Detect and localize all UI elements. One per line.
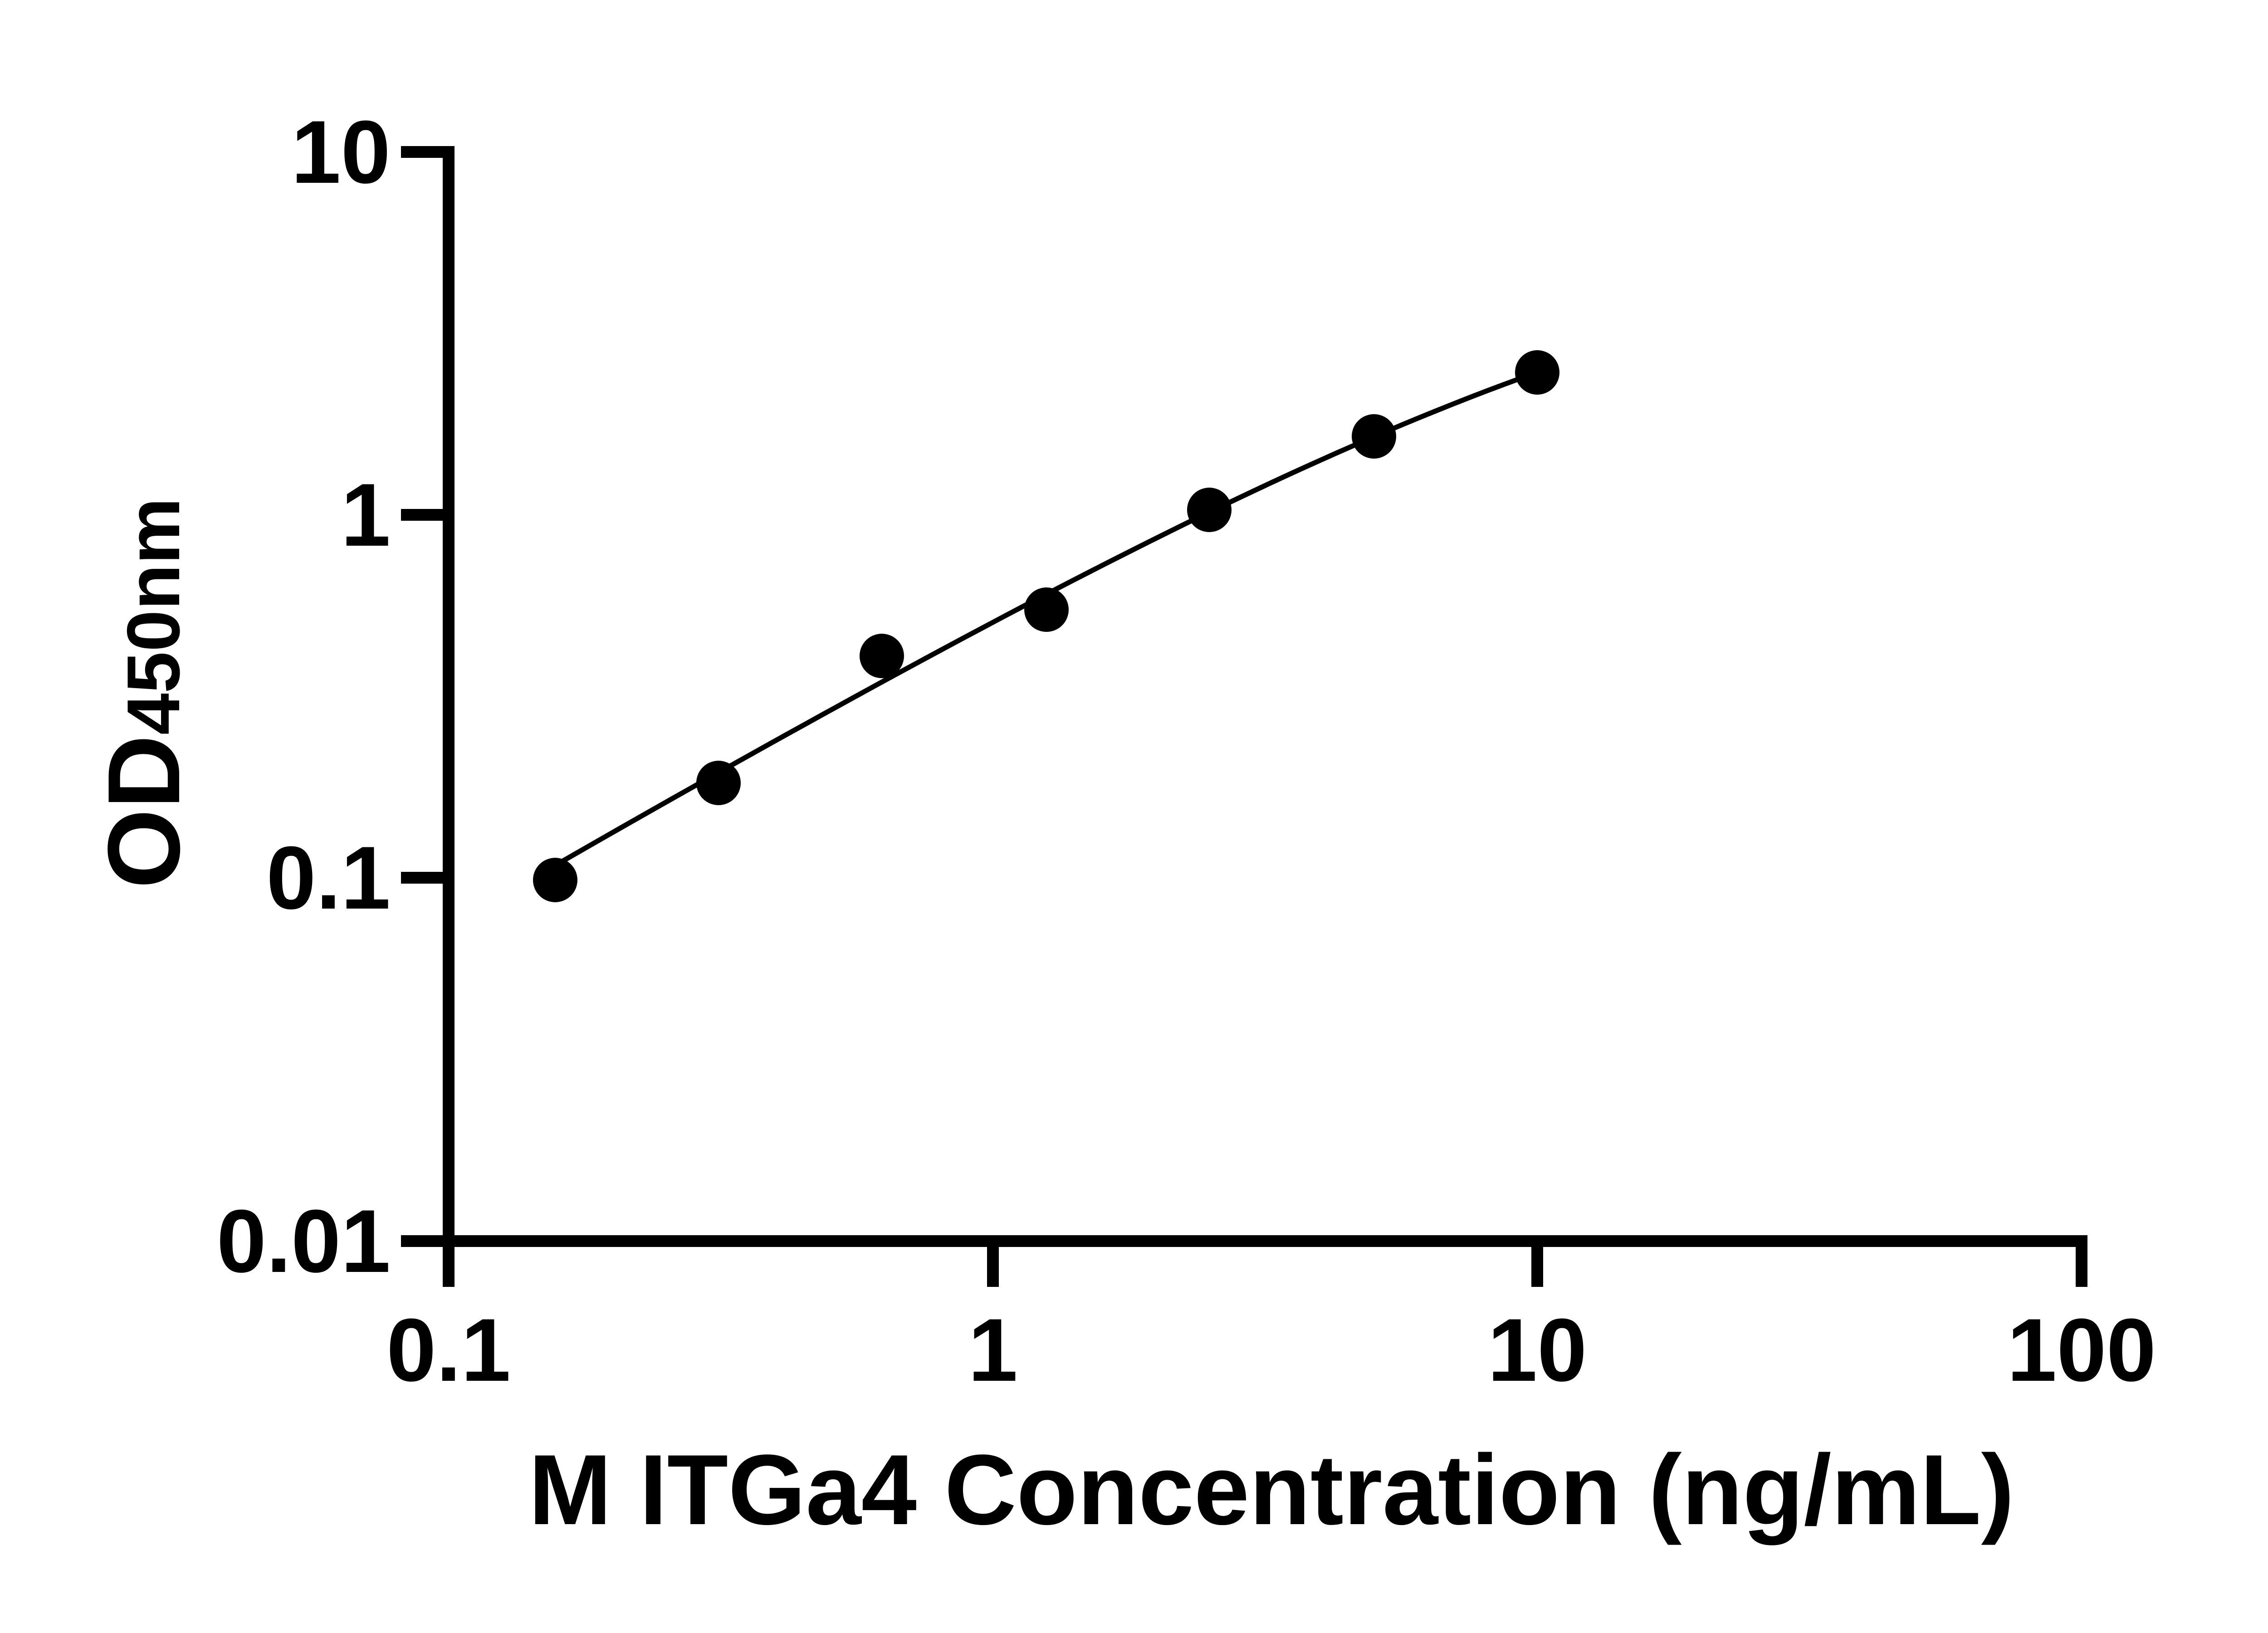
svg-text:0.1: 0.1	[266, 828, 391, 928]
svg-text:M ITGa4 Concentration (ng/mL): M ITGa4 Concentration (ng/mL)	[528, 1434, 2014, 1545]
svg-text:10: 10	[291, 102, 391, 202]
svg-text:0.01: 0.01	[217, 1191, 391, 1291]
svg-text:100: 100	[2007, 1300, 2156, 1400]
svg-text:10: 10	[1487, 1300, 1587, 1400]
svg-text:1: 1	[968, 1300, 1018, 1400]
svg-text:1: 1	[341, 465, 391, 565]
svg-text:0.1: 0.1	[386, 1300, 511, 1400]
